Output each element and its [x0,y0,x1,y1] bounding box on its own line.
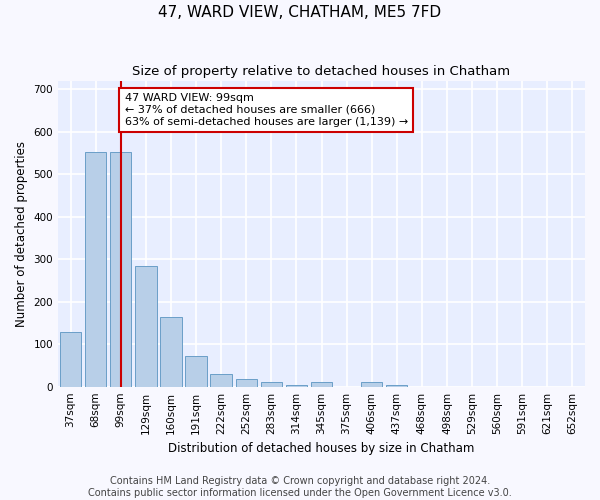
Bar [286,384,307,386]
Bar [361,382,382,386]
Bar [260,382,282,386]
Bar [135,266,157,386]
X-axis label: Distribution of detached houses by size in Chatham: Distribution of detached houses by size … [169,442,475,455]
Text: 47, WARD VIEW, CHATHAM, ME5 7FD: 47, WARD VIEW, CHATHAM, ME5 7FD [158,5,442,20]
Bar [60,332,81,386]
Text: Contains HM Land Registry data © Crown copyright and database right 2024.
Contai: Contains HM Land Registry data © Crown c… [88,476,512,498]
Y-axis label: Number of detached properties: Number of detached properties [15,140,28,326]
Bar [311,382,332,386]
Bar [386,384,407,386]
Bar [211,374,232,386]
Title: Size of property relative to detached houses in Chatham: Size of property relative to detached ho… [133,65,511,78]
Bar [110,152,131,386]
Bar [185,356,207,386]
Bar [85,152,106,386]
Bar [160,318,182,386]
Bar [236,379,257,386]
Text: 47 WARD VIEW: 99sqm
← 37% of detached houses are smaller (666)
63% of semi-detac: 47 WARD VIEW: 99sqm ← 37% of detached ho… [125,94,408,126]
